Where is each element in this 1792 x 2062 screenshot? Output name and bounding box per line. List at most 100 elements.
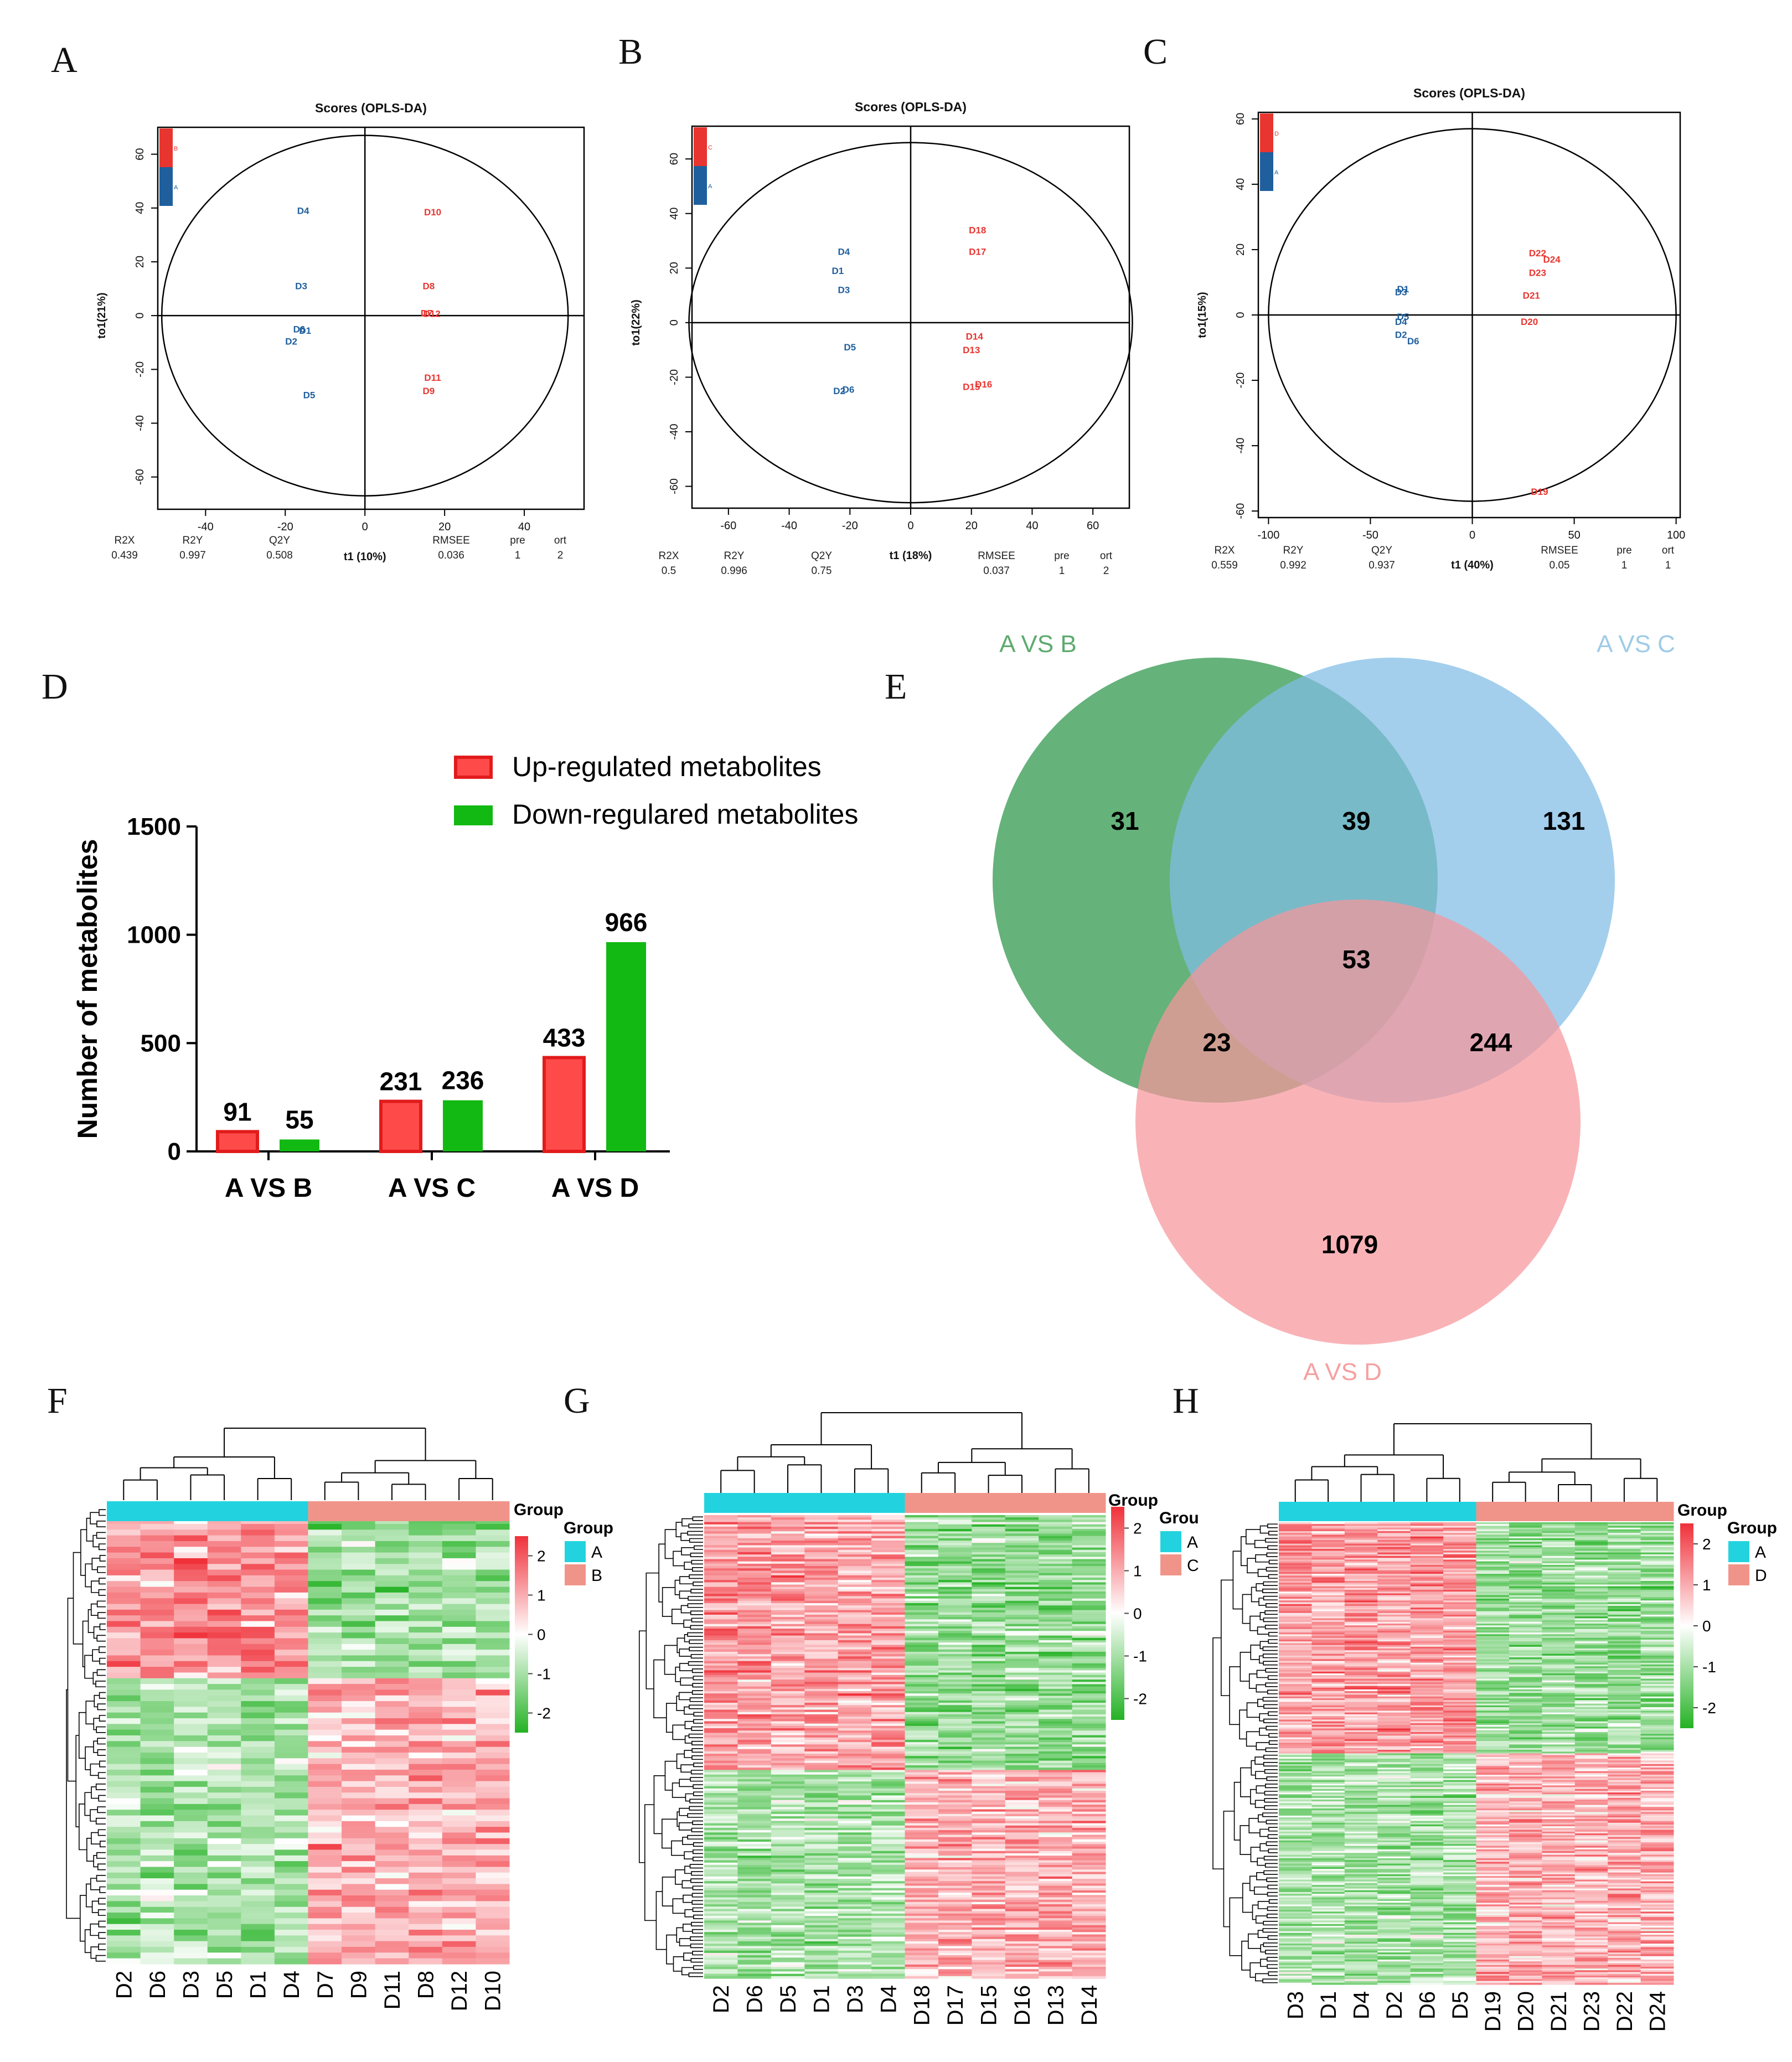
x-tick-label: 20 (965, 520, 978, 532)
heatmap-cell (274, 1930, 308, 1936)
heatmap-cell (140, 1672, 174, 1679)
row-dendrogram (679, 1663, 693, 1671)
heatmap-cell (905, 1869, 939, 1873)
heatmap-cell (1039, 1693, 1073, 1697)
heatmap-cell (804, 1874, 839, 1877)
heatmap-cell (1072, 1538, 1106, 1541)
heatmap-cell (804, 1610, 839, 1613)
heatmap-cell (1005, 1811, 1039, 1815)
heatmap-cell (804, 1756, 839, 1759)
heatmap-cell (1640, 1650, 1674, 1653)
heatmap-cell (938, 1967, 972, 1970)
heatmap-cell (1005, 1714, 1039, 1717)
heatmap-cell (1005, 1860, 1039, 1863)
heatmap-cell (1005, 1967, 1039, 1970)
heatmap-cell (871, 1524, 905, 1527)
heatmap-cell (704, 1955, 738, 1958)
heatmap-cell (1574, 1637, 1608, 1640)
heatmap-cell (938, 1816, 972, 1819)
heatmap-cell (871, 1948, 905, 1951)
heatmap-cell (804, 1944, 839, 1947)
heatmap-cell (1039, 1911, 1073, 1914)
heatmap-cell (476, 1604, 510, 1610)
heatmap-cell (1476, 1616, 1510, 1619)
row-dendrogram (84, 1655, 94, 1679)
heatmap-cell (375, 1906, 409, 1913)
heatmap-cell (1640, 1652, 1674, 1655)
heatmap-cell (972, 1591, 1006, 1594)
heatmap-cell (1509, 1641, 1542, 1644)
heatmap-cell (409, 1609, 443, 1616)
heatmap-cell (1311, 1666, 1345, 1668)
heatmap-cell (804, 1746, 839, 1750)
heatmap-cell (1542, 1608, 1576, 1610)
heatmap-cell (140, 1689, 174, 1696)
legend-swatch-up (454, 756, 493, 779)
heatmap-cell (1072, 1596, 1106, 1599)
heatmap-cell (1344, 1643, 1378, 1646)
heatmap-cell (704, 1730, 738, 1733)
heatmap-cell (274, 1913, 308, 1919)
heatmap-cell (1410, 1529, 1444, 1532)
heatmap-cell (871, 1941, 905, 1944)
heatmap-cell (1509, 1584, 1542, 1587)
group-annotation-bar (140, 1501, 174, 1521)
heatmap-cell (442, 1661, 476, 1667)
heatmap-cell (1443, 1579, 1476, 1582)
heatmap-cell (938, 1714, 972, 1717)
heatmap-cell (1443, 1583, 1476, 1585)
heatmap-cell (905, 1895, 939, 1898)
heatmap-cell (1608, 1602, 1641, 1605)
heatmap-cell (1005, 1603, 1039, 1606)
heatmap-cell (804, 1913, 839, 1916)
heatmap-cell (704, 1754, 738, 1756)
heatmap-cell (1640, 1611, 1674, 1614)
heatmap-cell (342, 1558, 376, 1564)
heatmap-cell (838, 1906, 872, 1910)
heatmap-cell (1410, 1641, 1444, 1644)
heatmap-cell (704, 1610, 738, 1613)
heatmap-cell (905, 1719, 939, 1722)
row-dendrogram (672, 1724, 685, 1740)
heatmap-cell (1344, 1670, 1378, 1672)
heatmap-cell (1311, 1671, 1345, 1674)
heatmap-cell (871, 1714, 905, 1717)
heatmap-cell (308, 1849, 342, 1856)
heatmap-cell (1072, 1881, 1106, 1884)
heatmap-cell (1509, 1577, 1542, 1580)
heatmap-cell (107, 1947, 141, 1953)
heatmap-cell (207, 1575, 241, 1582)
heatmap-cell (905, 1698, 939, 1701)
heatmap-cell (938, 1698, 972, 1701)
heatmap-cell (871, 1621, 905, 1625)
heatmap-cell (1072, 1682, 1106, 1685)
row-dendrogram (662, 1818, 678, 1849)
heatmap-cell (1311, 1645, 1345, 1647)
heatmap-cell (476, 1644, 510, 1650)
heatmap-cell (1279, 1666, 1312, 1668)
heatmap-cell (140, 1547, 174, 1553)
heatmap-cell (804, 1927, 839, 1930)
heatmap-cell (1574, 1583, 1608, 1585)
heatmap-cell (1072, 1904, 1106, 1907)
heatmap-cell (1039, 1751, 1073, 1754)
heatmap-cell (871, 1635, 905, 1639)
row-dendrogram (644, 1804, 657, 1921)
heatmap-cell (107, 1581, 141, 1588)
heatmap-cell (737, 1830, 772, 1833)
heatmap-cell (972, 1844, 1006, 1847)
heatmap-cell (804, 1591, 839, 1594)
heatmap-cell (1279, 1624, 1312, 1626)
heatmap-cell (737, 1834, 772, 1838)
heatmap-cell (1039, 1932, 1073, 1935)
heatmap-cell (704, 1793, 738, 1796)
heatmap-cell (737, 1702, 772, 1706)
heatmap-cell (972, 1936, 1006, 1940)
heatmap-cell (140, 1918, 174, 1925)
heatmap-cell (1640, 1639, 1674, 1642)
heatmap-cell (704, 1563, 738, 1567)
heatmap-cell (804, 1788, 839, 1791)
heatmap-cell (838, 1529, 872, 1532)
heatmap-cell (871, 1515, 905, 1518)
heatmap-cell (704, 1858, 738, 1861)
